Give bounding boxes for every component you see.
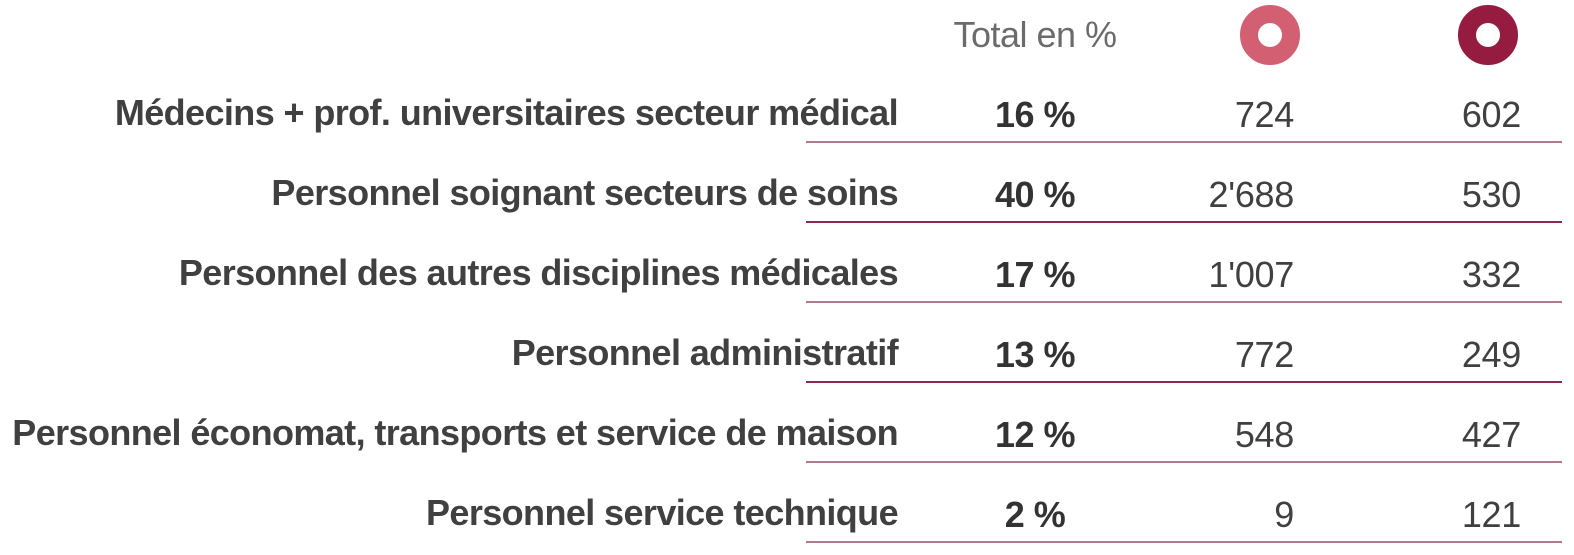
row-label: Personnel service technique [426,492,899,533]
staff-table: Médecins + prof. universitaires secteur … [0,74,1574,554]
row-divider [806,381,1562,383]
row-divider [806,221,1562,223]
row-value-col1: 724 [1234,94,1294,135]
table-row: Personnel des autres disciplines médical… [0,234,1574,314]
table-header: Total en % [0,0,1574,80]
row-total-percent: 13 % [994,334,1076,375]
row-value-col1: 1'007 [1208,254,1295,295]
row-value-col2: 332 [1461,254,1521,295]
row-divider [806,541,1562,543]
row-divider [806,461,1562,463]
row-total-percent: 16 % [994,94,1076,135]
row-total-percent: 12 % [994,414,1076,455]
row-value-col2: 602 [1461,94,1521,135]
row-value-col2: 249 [1461,334,1521,375]
row-label: Médecins + prof. universitaires secteur … [114,92,899,133]
row-value-col2: 121 [1461,494,1521,535]
row-label: Personnel économat, transports et servic… [12,412,898,453]
table-row: Personnel service technique 2 % 9 121 [0,474,1574,554]
row-divider [806,301,1562,303]
row-label: Personnel administratif [511,332,899,373]
row-divider [806,141,1562,143]
row-value-col1: 9 [1274,494,1294,535]
row-total-percent: 40 % [994,174,1076,215]
row-total-percent: 17 % [994,254,1076,295]
row-total-percent: 2 % [1004,494,1066,535]
table-row: Personnel économat, transports et servic… [0,394,1574,474]
total-percent-header: Total en % [953,14,1117,55]
row-label: Personnel des autres disciplines médical… [178,252,899,293]
row-value-col1: 2'688 [1208,174,1295,215]
row-value-col2: 530 [1461,174,1521,215]
row-value-col1: 548 [1234,414,1294,455]
ring-icon-dark [1458,5,1518,65]
row-value-col2: 427 [1461,414,1521,455]
ring-icon-light [1240,5,1300,65]
table-row: Personnel soignant secteurs de soins 40 … [0,154,1574,234]
row-value-col1: 772 [1234,334,1294,375]
table-row: Personnel administratif 13 % 772 249 [0,314,1574,394]
row-label: Personnel soignant secteurs de soins [271,172,898,213]
table-row: Médecins + prof. universitaires secteur … [0,74,1574,154]
